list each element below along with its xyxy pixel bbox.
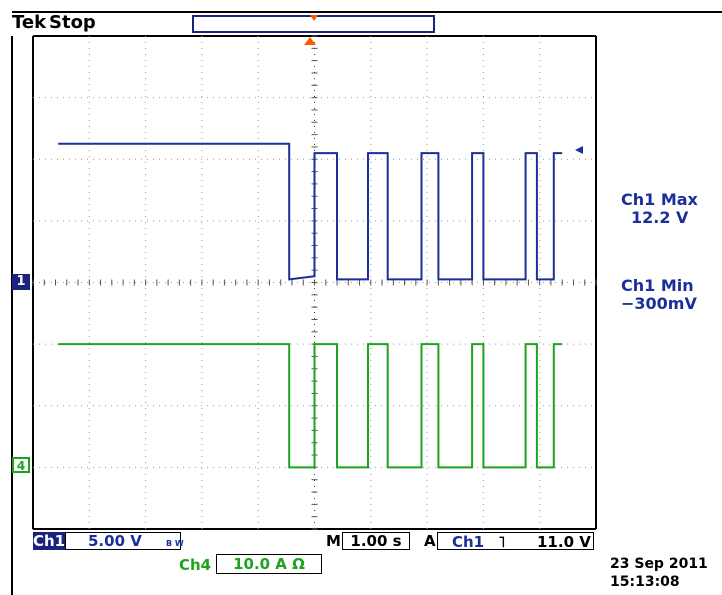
trigger-level-value: 11.0 V [537, 533, 591, 551]
ch4-trace [58, 343, 563, 469]
ch1-min-label: Ch1 Min [621, 276, 694, 295]
ch4-scale-box[interactable]: 10.0 A Ω [216, 554, 322, 574]
ch1-scale-tag[interactable]: Ch1 [33, 532, 66, 550]
ch1-min-value: −300mV [621, 294, 697, 313]
timebase-box[interactable]: 1.00 s [342, 532, 410, 550]
graticule-grid [32, 35, 597, 530]
trigger-slope-icon: ˥ [498, 533, 506, 551]
ch1-scale-value: 5.00 V [88, 532, 142, 550]
timebase-label: M [326, 532, 341, 550]
trigger-position-arrow [310, 15, 318, 21]
trigger-box[interactable]: Ch1 ˥ 11.0 V [437, 532, 594, 551]
trigger-mode-label: A [424, 532, 436, 550]
brand-label: Tek [12, 12, 47, 33]
ch1-trace [58, 142, 563, 281]
ch4-scale-value: 10.0 A Ω [233, 555, 305, 573]
trigger-level-marker [575, 146, 583, 154]
acquisition-state: Stop [49, 12, 96, 33]
ch1-ground-marker[interactable]: 1 [12, 274, 30, 290]
ch4-scale-label: Ch4 [179, 556, 212, 574]
timebase-value: 1.00 s [350, 532, 402, 550]
ch1-scale-box[interactable]: 5.00 V B W [65, 532, 184, 550]
waveform-traces [58, 142, 563, 469]
ch1-max-value: 12.2 V [631, 208, 689, 227]
trigger-source: Ch1 [452, 533, 485, 551]
trigger-top-marker [304, 37, 316, 45]
capture-time: 15:13:08 [610, 574, 680, 590]
ch4-ground-marker[interactable]: 4 [12, 457, 30, 473]
capture-date: 23 Sep 2011 [610, 556, 708, 572]
scope-header: Tek Stop [0, 0, 722, 36]
bandwidth-limit-icon: B W [166, 539, 184, 548]
ch1-max-label: Ch1 Max [621, 190, 698, 209]
